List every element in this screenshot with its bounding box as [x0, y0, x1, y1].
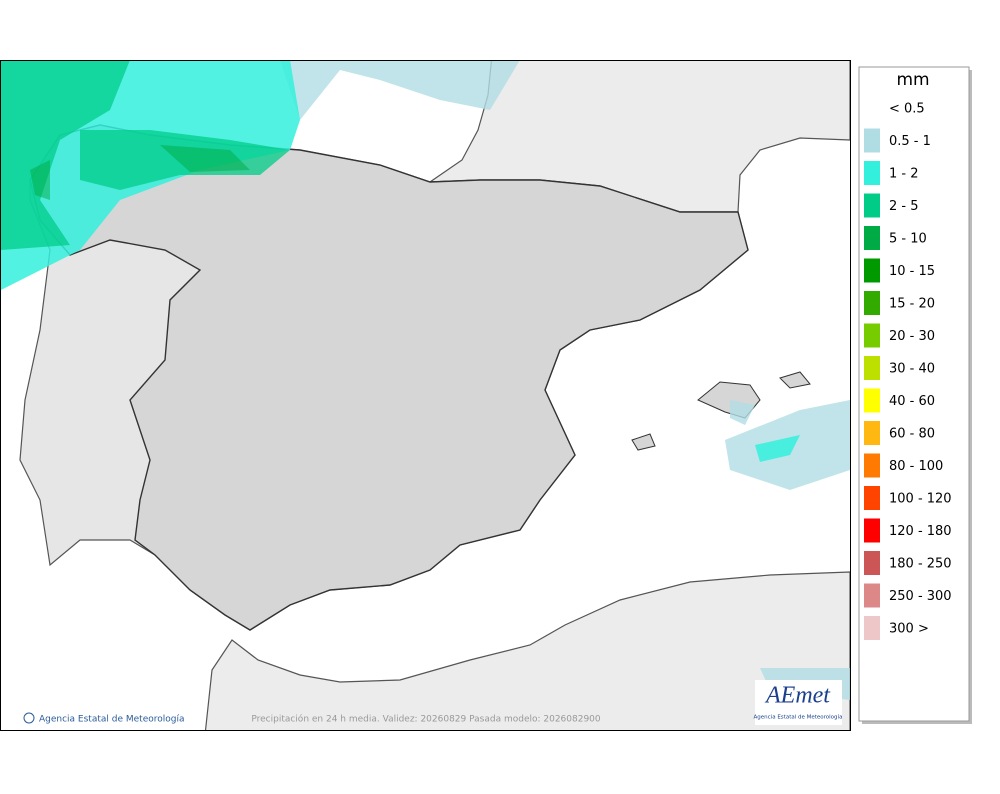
logo-subtitle: Agencia Estatal de Meteorología [754, 714, 843, 721]
legend-label: 40 - 60 [889, 394, 935, 409]
legend-label: 2 - 5 [889, 199, 919, 214]
legend-label: 1 - 2 [889, 167, 919, 182]
legend-swatch [864, 551, 880, 575]
legend-swatch [864, 291, 880, 315]
map-frame [0, 60, 851, 731]
legend-title: mm [896, 70, 929, 90]
legend-label: 250 - 300 [889, 589, 952, 604]
legend-label: 100 - 120 [889, 492, 952, 507]
legend-label: 15 - 20 [889, 297, 935, 312]
legend-label: 5 - 10 [889, 232, 927, 247]
legend-label: 80 - 100 [889, 459, 943, 474]
legend-label: 180 - 250 [889, 557, 952, 572]
legend-swatch [864, 583, 880, 608]
legend-label: 30 - 40 [889, 362, 935, 377]
legend-label: < 0.5 [889, 102, 925, 117]
legend-swatch [864, 128, 880, 153]
legend-swatch [864, 453, 880, 478]
legend-label: 300 > [889, 622, 929, 637]
credit: Agencia Estatal de Meteorología [39, 715, 185, 725]
spain [29, 124, 749, 631]
map [1, 60, 850, 730]
legend-swatch [864, 323, 880, 348]
legend-swatch [864, 486, 880, 510]
balearics [631, 371, 811, 451]
legend-swatch [864, 356, 880, 380]
legend-label: 20 - 30 [889, 329, 935, 344]
legend-label: 10 - 15 [889, 264, 935, 279]
caption: Precipitación en 24 h media. Validez: 20… [251, 714, 601, 725]
legend-label: 0.5 - 1 [889, 134, 931, 149]
legend-swatch [864, 258, 880, 283]
legend-swatch [864, 616, 880, 640]
legend-swatch [864, 518, 880, 543]
legend-swatch [864, 388, 880, 413]
legend-swatch [864, 161, 880, 185]
legend-swatch [864, 226, 880, 250]
legend-label: 60 - 80 [889, 427, 935, 442]
copyright-icon [23, 712, 35, 724]
legend-items: < 0.5 0.5 - 1 1 - 2 2 - 5 5 - 10 10 - 15 15 - … [864, 102, 952, 640]
legend-swatch [864, 193, 880, 218]
logo-box [755, 680, 842, 725]
precip-2-5 [1, 60, 290, 250]
legend-swatch [864, 421, 880, 445]
legend-label: 120 - 180 [889, 524, 952, 539]
precip-5-10 [30, 145, 250, 200]
logo-title: AEmet [764, 683, 831, 709]
africa [204, 571, 850, 730]
